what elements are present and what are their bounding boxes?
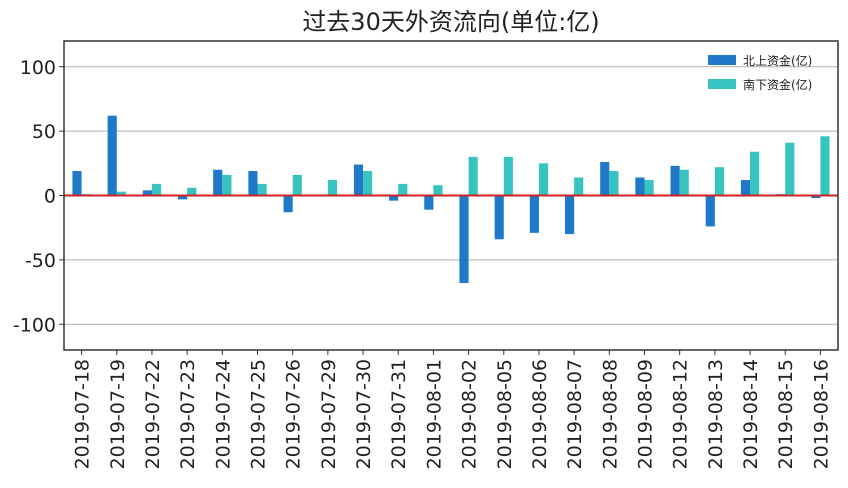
- bar-northbound: [529, 195, 539, 233]
- plot-frame: [63, 40, 839, 351]
- x-tick-label: 2019-07-18: [72, 359, 94, 469]
- bar-southbound: [538, 163, 549, 196]
- bar-northbound: [635, 177, 645, 196]
- x-tick-label: 2019-08-07: [564, 359, 586, 469]
- x-tick-label: 2019-08-13: [705, 359, 727, 469]
- bar-southbound: [644, 180, 654, 196]
- y-tick-label: 0: [44, 186, 56, 208]
- bar-northbound: [213, 169, 223, 196]
- bar-northbound: [142, 190, 152, 196]
- bar-southbound: [151, 183, 162, 196]
- legend-swatch: [708, 55, 736, 65]
- x-tick-label: 2019-08-09: [635, 359, 657, 469]
- y-tick-label: -100: [13, 314, 56, 336]
- bar-northbound: [564, 195, 575, 235]
- bar-southbound: [257, 183, 267, 196]
- x-tick-label: 2019-07-25: [248, 359, 270, 469]
- x-tick-label: 2019-07-23: [177, 359, 199, 469]
- bar-northbound: [107, 115, 117, 196]
- y-tick-label: 50: [32, 121, 56, 143]
- x-tick-label: 2019-08-08: [599, 359, 621, 469]
- bar-northbound: [811, 195, 821, 199]
- bar-northbound: [459, 195, 469, 284]
- bar-southbound: [292, 174, 302, 196]
- bar-northbound: [670, 165, 680, 196]
- bar-northbound: [494, 195, 504, 240]
- x-tick-label: 2019-07-19: [107, 359, 129, 469]
- bar-southbound: [574, 177, 584, 196]
- bar-northbound: [600, 162, 610, 196]
- x-tick-label: 2019-08-15: [775, 359, 797, 469]
- bar-southbound: [363, 171, 373, 196]
- x-tick-label: 2019-08-12: [670, 359, 692, 469]
- bar-southbound: [679, 169, 689, 196]
- x-tick-label: 2019-07-30: [353, 359, 375, 469]
- bar-southbound: [609, 171, 619, 196]
- x-tick-label: 2019-08-02: [459, 359, 481, 469]
- x-tick-label: 2019-07-26: [283, 359, 305, 469]
- legend-label: 南下资金(亿): [743, 77, 812, 92]
- bar-southbound: [503, 156, 513, 196]
- chart-title: 过去30天外资流向(单位:亿): [302, 8, 599, 36]
- x-tick-label: 2019-08-14: [740, 359, 762, 469]
- x-tick-label: 2019-07-31: [388, 359, 410, 469]
- bar-northbound: [353, 164, 364, 196]
- bar-northbound: [72, 171, 82, 196]
- x-tick-label: 2019-08-05: [494, 359, 516, 469]
- bar-southbound: [750, 151, 760, 196]
- legend-label: 北上资金(亿): [743, 53, 812, 68]
- x-tick-label: 2019-07-22: [142, 359, 164, 469]
- bar-southbound: [187, 187, 197, 196]
- legend-swatch: [708, 79, 736, 89]
- bar-southbound: [785, 142, 795, 196]
- bar-northbound: [283, 195, 293, 213]
- bar-southbound: [116, 191, 126, 196]
- y-tick-label: -50: [25, 250, 56, 272]
- x-tick-label: 2019-08-01: [423, 359, 445, 469]
- x-tick-label: 2019-08-06: [529, 359, 551, 469]
- x-tick-label: 2019-08-16: [810, 359, 832, 469]
- bar-northbound: [389, 195, 399, 201]
- x-tick-label: 2019-07-29: [318, 359, 340, 469]
- bar-northbound: [177, 195, 188, 200]
- bar-northbound: [740, 180, 751, 196]
- x-tick-label: 2019-07-24: [212, 359, 234, 469]
- bar-southbound: [714, 167, 725, 196]
- bar-southbound: [433, 185, 443, 196]
- bar-northbound: [705, 195, 715, 227]
- legend: 北上资金(亿) 南下资金(亿): [708, 53, 812, 92]
- bar-southbound: [222, 174, 232, 196]
- bar-northbound: [248, 171, 258, 196]
- bar-southbound: [327, 180, 338, 196]
- bar-southbound: [398, 183, 408, 196]
- y-tick-label: 100: [20, 57, 56, 79]
- bar-southbound: [468, 156, 478, 196]
- bar-southbound: [820, 136, 830, 196]
- bar-northbound: [424, 195, 434, 210]
